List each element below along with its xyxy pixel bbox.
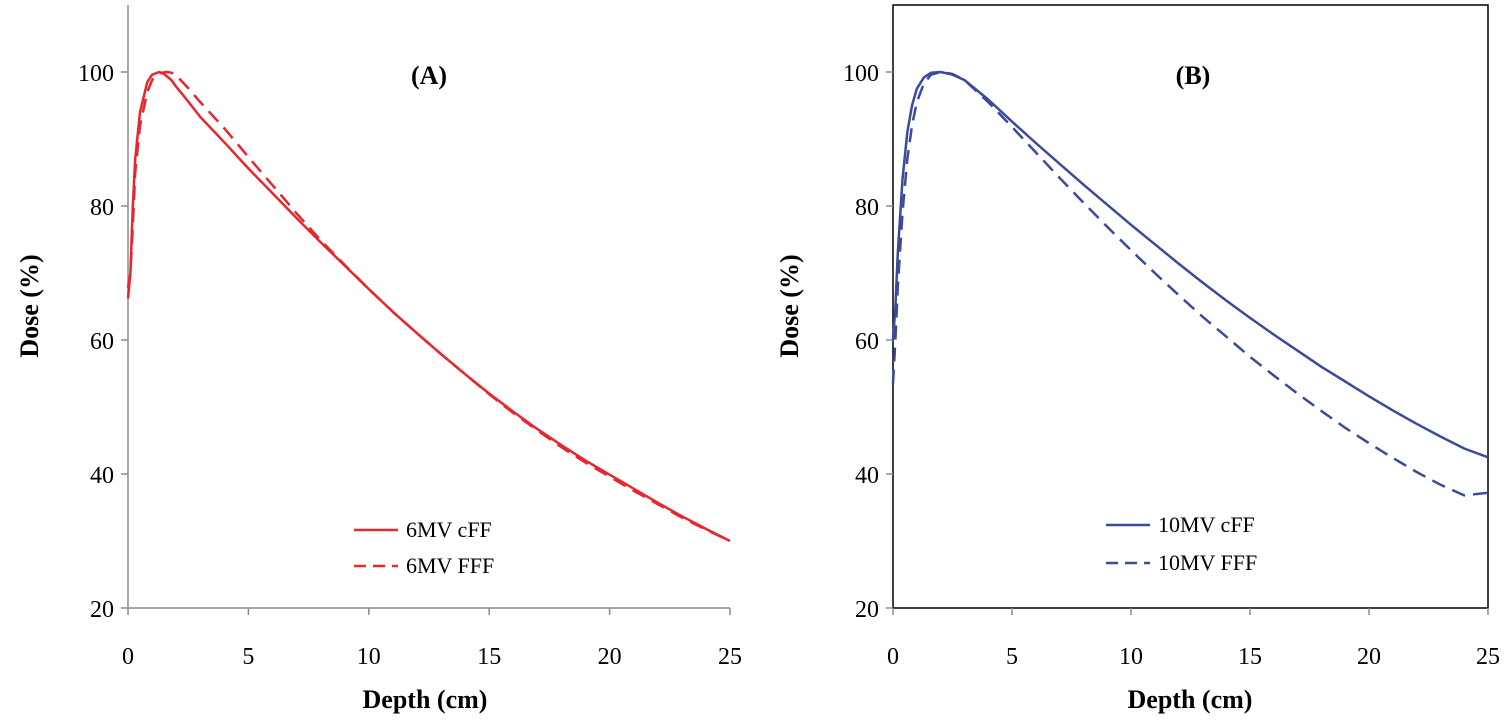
x-tick-label: 0 [887,644,899,670]
x-tick-label: 5 [1006,644,1018,670]
y-tick-label: 100 [78,61,114,87]
x-axis-title: Depth (cm) [1128,685,1253,714]
y-tick-label: 80 [855,195,879,221]
x-tick-label: 5 [242,644,254,670]
y-axis-title: Dose (%) [775,254,804,357]
series-lines [126,70,731,543]
legend: 10MV cFF 10MV FFF [1106,512,1257,575]
x-tick-label: 25 [718,644,742,670]
x-tick-label: 20 [598,644,622,670]
y-tick-label: 60 [855,329,879,355]
y-tick-label: 40 [90,463,114,489]
x-tick-label: 10 [1119,644,1143,670]
legend-label: 6MV cFF [406,517,492,542]
y-tick-label: 20 [855,597,879,623]
y-tick-label: 100 [843,61,879,87]
legend: 6MV cFF 6MV FFF [354,517,494,578]
series-line-6mv-cff [126,70,731,543]
y-tick-label: 80 [90,195,114,221]
x-tick-label: 0 [122,644,134,670]
x-tick-label: 25 [1476,644,1500,670]
series-line-10mv-fff [891,70,1489,497]
plot-area [128,5,730,608]
series-line-10mv-cff [891,70,1489,459]
x-tick-label: 10 [357,644,381,670]
x-axis-title: Depth (cm) [363,685,488,714]
chart-title: (A) [411,61,447,90]
series-line-6mv-fff [126,70,731,543]
y-tick-label: 60 [90,329,114,355]
legend-label: 10MV cFF [1158,512,1255,537]
series-lines [891,70,1489,497]
y-axis-title: Dose (%) [15,254,44,357]
y-tick-label: 40 [855,463,879,489]
chart-title: (B) [1176,61,1211,90]
x-tick-label: 15 [477,644,501,670]
chart-panel-b: 0 5 10 15 20 25 20 40 60 80 100 (B) Depth (cm) Dos… [775,4,1500,714]
legend-label: 6MV FFF [406,553,494,578]
axis-ticks: 0 5 10 15 20 25 20 40 60 80 100 [843,61,1500,670]
legend-label: 10MV FFF [1158,550,1257,575]
y-tick-label: 20 [90,597,114,623]
x-tick-label: 15 [1238,644,1262,670]
axis-ticks: 0 5 10 15 20 25 20 40 60 80 100 [78,61,742,670]
x-tick-label: 20 [1357,644,1381,670]
chart-panel-a: 0 5 10 15 20 25 20 40 60 80 100 (A) Depth (cm) Dos… [15,5,742,714]
